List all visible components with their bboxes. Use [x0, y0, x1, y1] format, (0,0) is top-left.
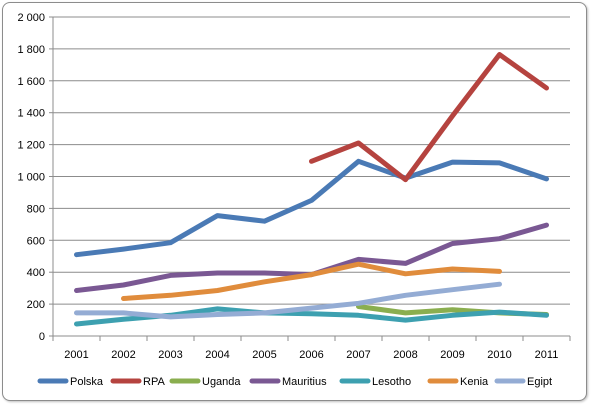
legend: Polska RPA Uganda Mauritius Lesotho Kenia Egip…	[37, 376, 552, 388]
series-lines	[74, 52, 549, 327]
y-tick-label: 600	[27, 235, 45, 247]
y-tick-label: 800	[27, 203, 45, 215]
series-kenia	[121, 261, 502, 301]
gridlines	[53, 16, 570, 305]
x-tick-label: 2006	[299, 349, 323, 361]
y-axis-tick-labels: 0 200 400 600 800 1 000 1 200 1 400 1 600 1 800 2 …	[17, 12, 45, 343]
legend-item-polska: Polska	[37, 376, 104, 388]
x-tick-label: 2002	[111, 349, 135, 361]
x-axis-tick-labels: 2001 2002 2003 2004 2005 2006 2007 2008 2009 2010…	[64, 349, 558, 361]
series-line	[121, 261, 502, 301]
x-tick-label: 2007	[346, 349, 370, 361]
legend-item-egipt: Egipt	[494, 376, 552, 388]
x-tick-label: 2005	[252, 349, 276, 361]
x-tick-label: 2003	[158, 349, 182, 361]
series-rpa	[309, 52, 549, 183]
y-tick-label: 1 200	[17, 140, 45, 152]
x-tick-label: 2010	[487, 349, 511, 361]
legend-label: RPA	[143, 376, 165, 388]
legend-label: Polska	[70, 376, 104, 388]
series-line	[74, 281, 502, 320]
y-tick-label: 1 800	[17, 44, 45, 56]
legend-item-lesotho: Lesotho	[339, 376, 411, 388]
y-tick-label: 1 000	[17, 172, 45, 184]
legend-label: Mauritius	[282, 376, 327, 388]
legend-item-mauritius: Mauritius	[249, 376, 327, 388]
y-tick-label: 1 400	[17, 108, 45, 120]
y-tick-label: 1 600	[17, 76, 45, 88]
legend-item-kenia: Kenia	[427, 376, 489, 388]
series-line	[74, 222, 549, 293]
legend-label: Egipt	[527, 376, 552, 388]
legend-label: Lesotho	[372, 376, 411, 388]
legend-item-rpa: RPA	[110, 376, 165, 388]
x-tick-label: 2009	[440, 349, 464, 361]
legend-label: Kenia	[460, 376, 489, 388]
series-line	[309, 52, 549, 183]
y-tick-label: 0	[39, 331, 45, 343]
legend-item-uganda: Uganda	[169, 376, 241, 388]
x-tick-label: 2008	[393, 349, 417, 361]
series-polska	[74, 158, 549, 258]
axes	[49, 16, 571, 341]
legend-label: Uganda	[202, 376, 241, 388]
x-tick-label: 2011	[535, 349, 559, 361]
series-egipt	[74, 281, 502, 320]
x-tick-label: 2001	[64, 349, 88, 361]
x-tick-label: 2004	[205, 349, 229, 361]
series-line	[74, 158, 549, 258]
series-mauritius	[74, 222, 549, 293]
y-tick-label: 2 000	[17, 12, 45, 24]
y-tick-label: 400	[27, 267, 45, 279]
y-tick-label: 200	[27, 299, 45, 311]
